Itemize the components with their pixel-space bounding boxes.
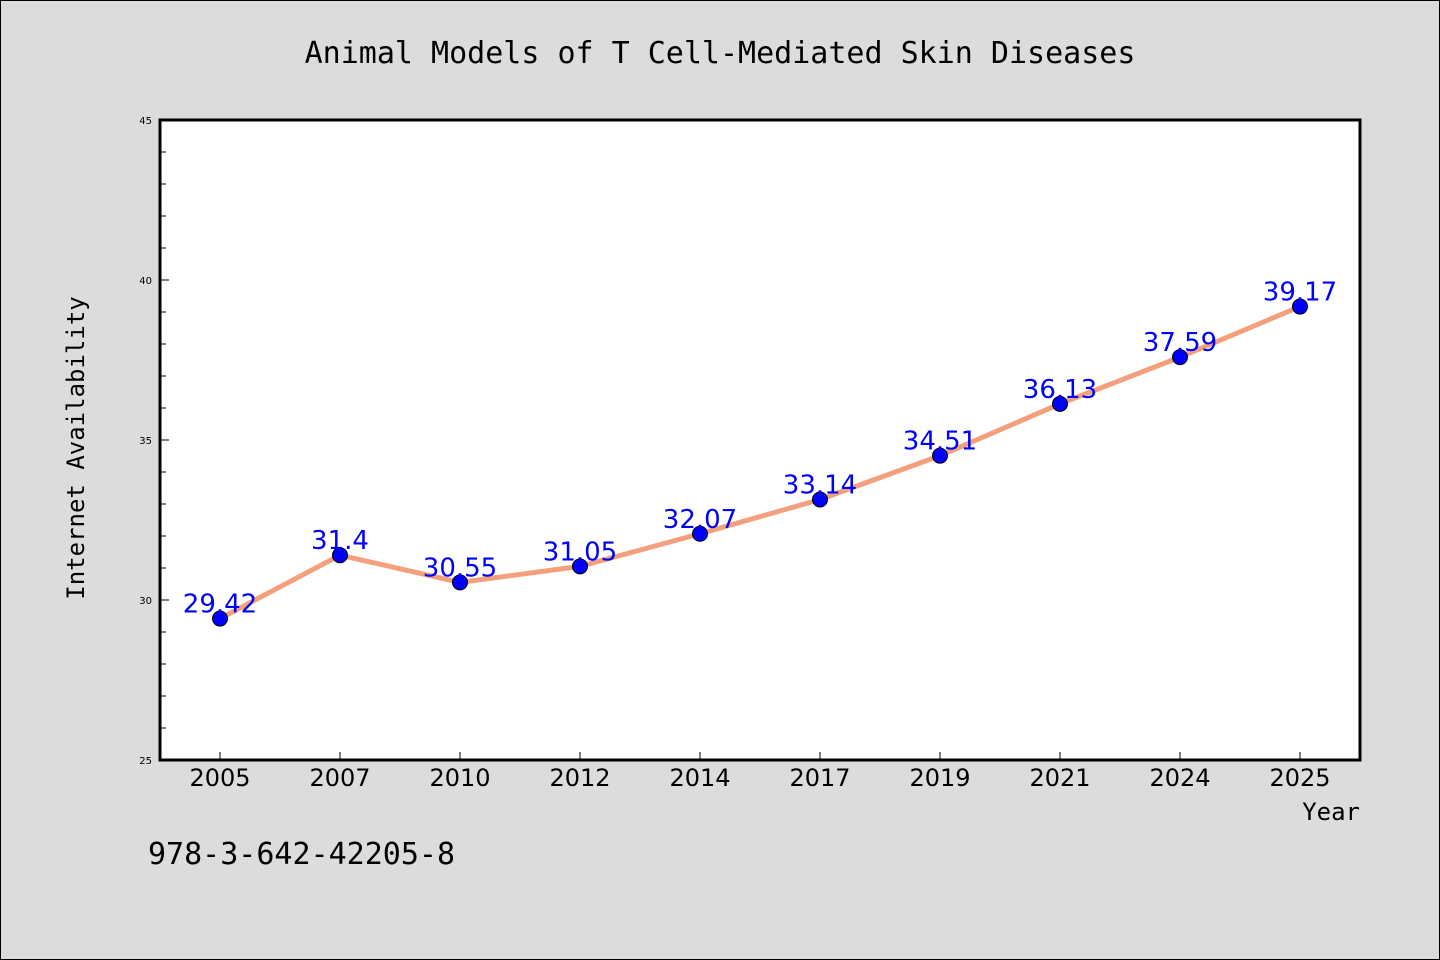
data-point — [332, 547, 348, 564]
data-point — [452, 574, 468, 591]
data-label: 37.59 — [1143, 328, 1217, 358]
data-label: 31.4 — [311, 526, 369, 556]
data-point — [932, 447, 948, 464]
y-tick-label: 45 — [139, 116, 152, 127]
data-label: 30.55 — [423, 553, 497, 583]
y-tick-label: 30 — [139, 596, 152, 607]
chart-title: Animal Models of T Cell-Mediated Skin Di… — [305, 36, 1136, 71]
plot-area — [158, 118, 1362, 762]
data-point — [692, 525, 708, 542]
data-point — [212, 610, 228, 627]
data-label: 32.07 — [663, 505, 737, 535]
y-axis: 25 30 35 40 45 — [139, 116, 169, 767]
data-label: 34.51 — [903, 427, 977, 457]
y-tick-label: 35 — [139, 436, 152, 447]
x-tick-label: 2025 — [1269, 764, 1330, 792]
data-label: 33.14 — [783, 471, 857, 501]
data-label: 31.05 — [543, 537, 617, 567]
data-point — [572, 558, 588, 575]
y-tick-label: 40 — [139, 276, 152, 287]
data-labels: 29.42 31.4 30.55 31.05 32.07 33.14 34.51 36.13 3… — [183, 278, 1337, 620]
data-point — [1172, 349, 1188, 366]
x-tick-label: 2005 — [189, 764, 250, 792]
y-tick-label: 25 — [139, 756, 152, 767]
data-label: 39.17 — [1263, 278, 1337, 308]
x-tick-label: 2014 — [669, 764, 730, 792]
x-tick-label: 2017 — [789, 764, 850, 792]
data-label: 36.13 — [1023, 375, 1097, 405]
data-markers — [212, 298, 1308, 627]
x-axis: 2005 2007 2010 2012 2014 2017 2019 2021 2024 2025 — [189, 752, 1331, 792]
x-tick-label: 2012 — [549, 764, 610, 792]
data-point — [812, 491, 828, 508]
x-tick-label: 2019 — [909, 764, 970, 792]
x-tick-label: 2010 — [429, 764, 490, 792]
x-tick-label: 2007 — [309, 764, 370, 792]
series-line — [217, 304, 1303, 622]
footer-isbn: 978-3-642-42205-8 — [148, 837, 455, 872]
x-tick-label: 2024 — [1149, 764, 1210, 792]
data-point — [1292, 298, 1308, 315]
data-label: 29.42 — [183, 590, 257, 620]
x-tick-label: 2021 — [1029, 764, 1090, 792]
y-axis-label: Internet Availability — [62, 296, 90, 599]
data-point — [1052, 395, 1068, 412]
x-axis-label: Year — [1302, 798, 1360, 826]
